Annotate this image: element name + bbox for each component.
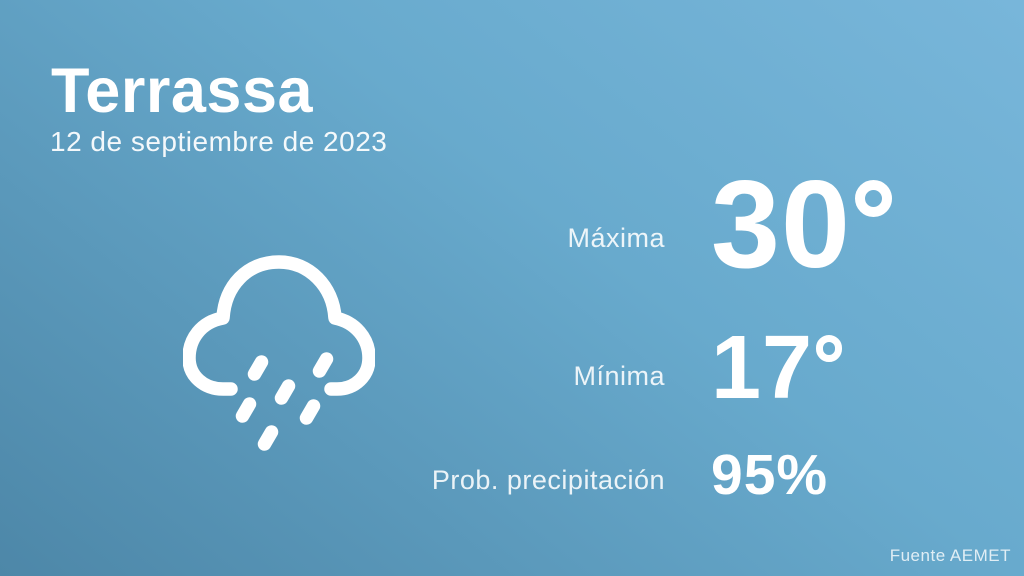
degree-icon — [854, 180, 893, 218]
min-temp-label: Mínima — [573, 361, 665, 391]
max-temp-number: 30 — [711, 156, 851, 294]
precipitation-probability-value: 95% — [711, 447, 828, 504]
percent-sign: % — [776, 443, 829, 507]
degree-icon — [815, 335, 843, 362]
max-temp-value: 30 — [711, 163, 893, 287]
rain-drops — [235, 352, 334, 451]
precipitation-probability-label: Prob. precipitación — [431, 465, 665, 495]
cloud-outline — [183, 255, 375, 396]
date-label: 12 de septiembre de 2023 — [50, 126, 388, 157]
source-attribution: Fuente AEMET — [889, 546, 1011, 565]
max-temp-label: Máxima — [567, 223, 665, 253]
cloud-rain-icon — [183, 255, 375, 451]
min-temp-value: 17 — [711, 323, 843, 413]
page-title: Terrassa — [51, 56, 314, 126]
min-temp-number: 17 — [711, 318, 814, 418]
precipitation-probability-number: 95 — [711, 443, 777, 507]
